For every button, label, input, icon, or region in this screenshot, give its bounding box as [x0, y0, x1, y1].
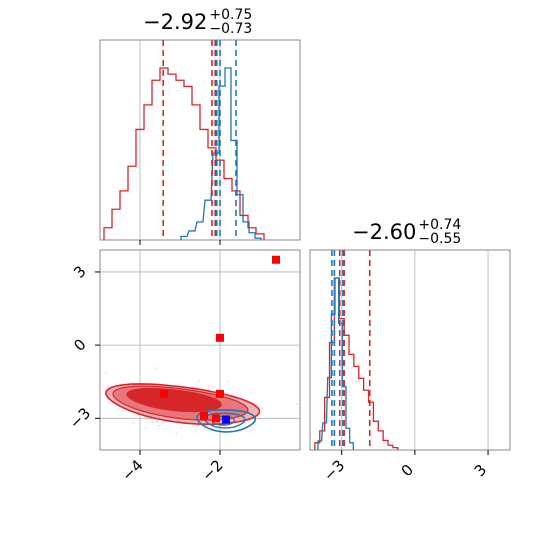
joint-sample-point — [295, 402, 298, 405]
joint-sample-point — [195, 425, 197, 428]
red-marker-5 — [212, 414, 220, 423]
joint-sample-point — [105, 372, 107, 374]
red-marker-4 — [200, 411, 208, 420]
joint-sample-point — [197, 380, 200, 383]
joint-sample-point — [208, 385, 210, 388]
param2-title-minus: −0.55 — [418, 231, 462, 247]
red-marker-1 — [216, 333, 224, 342]
joint-sample-point — [145, 427, 147, 430]
blue-marker-0 — [222, 415, 230, 424]
param2-histogram-panel: −3 0 3 — [309, 249, 511, 485]
param1-title: −2.92 +0.75 −0.73 — [143, 8, 252, 36]
joint-content — [100, 250, 300, 450]
param1-blue-histogram — [180, 67, 262, 240]
red-marker-0 — [272, 255, 280, 264]
joint-sample-point — [179, 427, 182, 430]
red-marker-3 — [160, 389, 168, 398]
joint-ytick-label-0: −3 — [66, 404, 94, 432]
param2-red-histogram — [314, 277, 399, 450]
joint-sample-point — [158, 424, 161, 427]
joint-contour-panel: −4 −2 −3 0 3 — [66, 249, 301, 485]
param2-title: −2.60 +0.74 −0.55 — [352, 218, 461, 246]
joint-ytick-label-1: 0 — [70, 335, 89, 354]
joint-sample-point — [249, 391, 252, 394]
joint-ytick-label-2: 3 — [70, 262, 89, 281]
param1-histogram-panel — [99, 39, 301, 245]
param1-title-minus: −0.73 — [209, 21, 253, 37]
param1-title-plus: +0.75 — [209, 7, 253, 23]
joint-sample-point — [226, 380, 229, 383]
joint-sample-point — [162, 423, 164, 425]
param2-xtick-label-2: 3 — [471, 461, 490, 480]
joint-sample-point — [151, 421, 154, 424]
joint-sample-point — [197, 424, 200, 427]
blue-contour-outer — [196, 409, 257, 433]
joint-sample-point — [132, 422, 135, 424]
joint-sample-point — [156, 420, 159, 423]
param1-hist-frame — [99, 39, 301, 241]
param1-title-median: −2.92 — [143, 10, 208, 34]
param2-title-median: −2.60 — [352, 220, 417, 244]
param2-title-plus: +0.74 — [418, 217, 462, 233]
joint-sample-point — [154, 367, 157, 370]
joint-xtick-label-1: −2 — [198, 456, 226, 484]
param2-xtick-label-1: 0 — [398, 461, 417, 480]
param2-blue-histogram — [317, 277, 354, 450]
param2-xtick-label-0: −3 — [320, 456, 348, 484]
joint-sample-point — [175, 432, 178, 435]
red-contour-inner — [126, 387, 222, 413]
joint-xtick-label-0: −4 — [118, 456, 146, 484]
red-marker-2 — [216, 389, 224, 398]
